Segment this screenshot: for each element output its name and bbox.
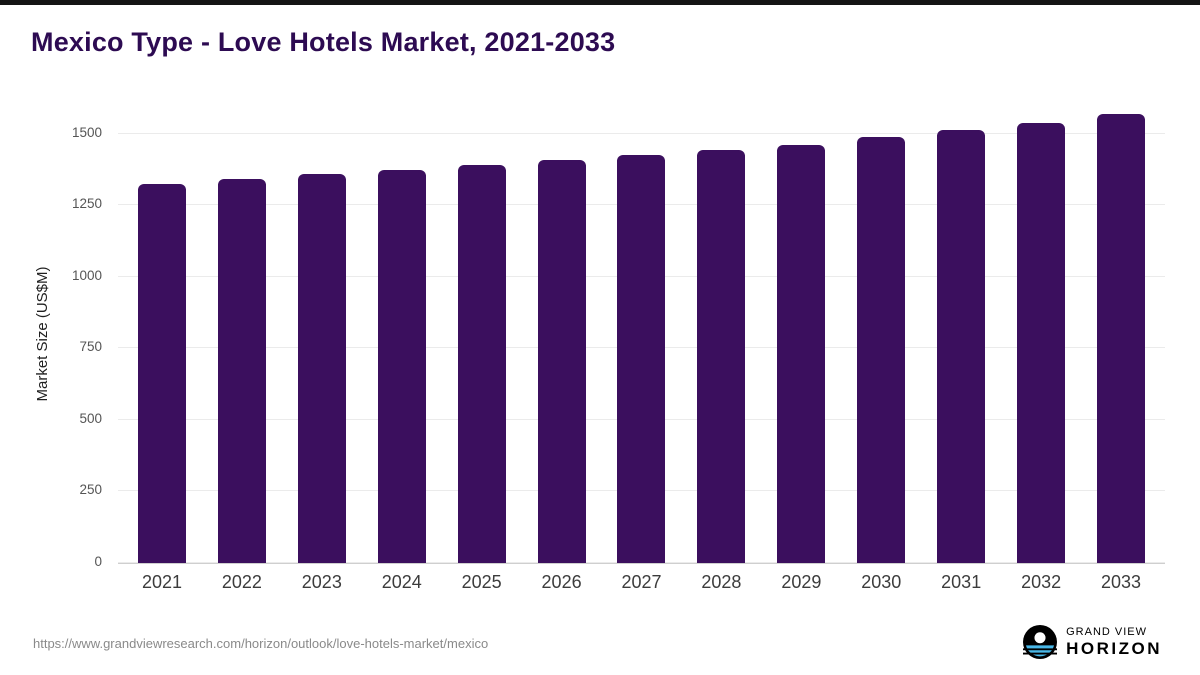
y-axis-label: Market Size (US$M) [34,266,51,402]
bar-cell [1001,105,1081,563]
x-tick-label: 2030 [861,572,902,592]
bar-cell [921,105,1001,563]
x-tick-label: 2025 [461,572,502,592]
y-tick-label: 250 [79,482,102,498]
y-tick-label: 1250 [71,196,102,212]
bar-cell [681,105,761,563]
x-tick-label: 2028 [701,572,742,592]
bar-cell [442,105,522,563]
x-tick-label: 2022 [221,572,262,592]
bars-row [118,105,1165,563]
bar-cell [761,105,841,563]
y-tick-label: 1500 [71,124,102,140]
x-tick-label: 2026 [541,572,582,592]
brand-name-top: GRAND VIEW [1066,625,1148,638]
y-tick-label: 500 [79,410,102,426]
x-tick-label: 2024 [381,572,422,592]
bar-2028 [697,149,746,563]
x-tick-label: 2027 [621,572,662,592]
brand-logo: GRAND VIEW HORIZON [1023,625,1162,659]
source-url: https://www.grandviewresearch.com/horizo… [33,636,489,651]
y-tick-label: 750 [79,339,102,355]
brand-name-bottom: HORIZON [1066,638,1162,658]
horizon-logo-icon [1023,625,1058,659]
y-tick-label: 1000 [71,267,102,283]
bar-cell [362,105,442,563]
x-tick-label: 2023 [301,572,342,592]
chart-title: Mexico Type - Love Hotels Market, 2021-2… [31,27,616,57]
bar-cell [202,105,282,563]
bar-2032 [1017,122,1066,563]
bar-2026 [537,160,586,563]
bar-cell [122,105,202,563]
x-tick-label: 2021 [141,572,182,592]
bar-2033 [1097,114,1146,563]
y-tick-label: 0 [94,554,102,569]
bar-2030 [857,137,906,563]
x-tick-label: 2032 [1021,572,1062,592]
x-tick-label: 2033 [1101,572,1142,592]
bar-2027 [617,155,666,563]
bar-2031 [937,130,986,563]
brand-logo-text: GRAND VIEW HORIZON [1066,626,1162,658]
x-tick-label: 2029 [781,572,822,592]
bar-cell [841,105,921,563]
bar-cell [602,105,682,563]
bar-cell [282,105,362,563]
x-labels-row: 2021 2022 2023 2024 2025 2026 2027 2028 2029 2030… [118,572,1165,593]
bar-2023 [297,174,346,563]
bar-2024 [377,169,426,563]
bar-2025 [457,165,506,563]
bar-2021 [137,183,186,563]
plot-area: 0 250 500 750 1000 1250 1500 [72,105,1165,569]
x-tick-label: 2031 [941,572,982,592]
bar-cell [1081,105,1161,563]
bar-2029 [777,144,826,563]
bar-cell [522,105,602,563]
gridline: 1500 [72,125,1165,140]
bar-2022 [217,178,266,563]
